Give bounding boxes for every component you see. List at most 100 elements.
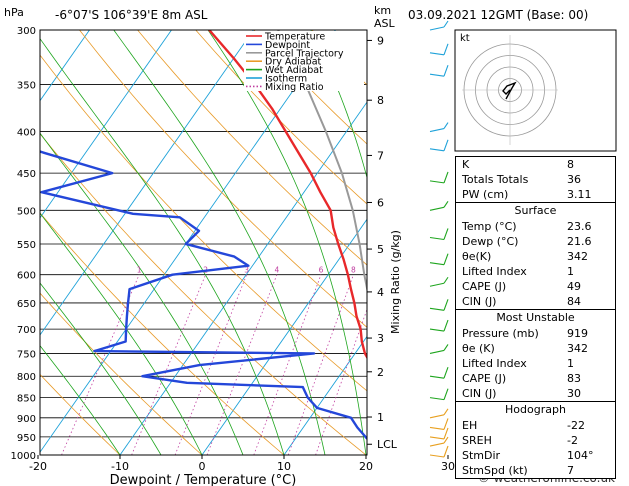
wind-barb-flag	[443, 139, 449, 151]
most-unstable-index-value: 342	[567, 342, 588, 355]
wind-barb	[429, 236, 445, 241]
surface-index-value: 1	[567, 265, 574, 278]
hodograph-frame	[454, 29, 617, 152]
surface-index-value: 21.6	[567, 235, 592, 248]
hodograph-trace	[502, 81, 517, 100]
temperature-tick-label: -20	[29, 460, 47, 473]
dry-adiabat-line	[40, 133, 367, 455]
surface-index-value: 49	[567, 280, 581, 293]
mixing-ratio-axis-title: Mixing Ratio (g/kg)	[389, 230, 402, 334]
wet-adiabat-line	[40, 212, 203, 455]
wet-adiabat-line	[408, 30, 448, 455]
wind-barb-flag	[443, 344, 449, 351]
wet-adiabat-line	[310, 30, 367, 180]
km-unit-label: km	[374, 4, 392, 17]
pressure-tick-label: 750	[17, 349, 36, 360]
temperature-tick-label: 30	[441, 460, 455, 473]
wind-barb-flag	[443, 276, 449, 284]
pressure-tick-label: 900	[17, 414, 36, 425]
plot-frame	[39, 29, 368, 456]
legend-label: Wet Adiabat	[265, 65, 323, 76]
hodograph-index-label: SREH	[462, 434, 492, 447]
pressure-tick-label: 850	[17, 394, 36, 405]
pressure-unit-label: hPa	[4, 6, 24, 19]
most-unstable-index-value: 919	[567, 327, 588, 340]
wind-barb-flag	[443, 408, 449, 416]
surface-index-label: Lifted Index	[462, 265, 527, 278]
mixing-ratio-label: 3	[244, 266, 249, 275]
pressure-tick-label: 950	[17, 433, 36, 444]
mixing-ratio-line	[61, 274, 140, 455]
wind-barb-flag	[443, 436, 449, 444]
dry-adiabat-line	[40, 212, 285, 455]
isotherm-line	[40, 30, 90, 102]
legend-label: Dry Adiabat	[265, 57, 322, 68]
basic-index-value: 8	[567, 158, 574, 171]
surface-index-value: 342	[567, 250, 588, 263]
wet-adiabat-line	[40, 344, 121, 455]
surface-index-row: Lifted Index 1	[456, 264, 615, 279]
wind-barb	[429, 52, 445, 56]
surface-index-label: CAPE (J)	[462, 280, 507, 293]
dewpoint-profile-line	[40, 150, 367, 441]
isotherm-line	[40, 30, 254, 336]
altitude-tick-label: 2	[377, 366, 384, 379]
most-unstable-index-value: 30	[567, 387, 581, 400]
hodograph-unit-label: kt	[460, 33, 470, 44]
wind-barb-flag	[443, 122, 449, 129]
wind-barb	[429, 206, 445, 211]
wind-barb-flag	[443, 171, 449, 184]
wind-barb	[429, 397, 445, 401]
pressure-tick-label: 350	[17, 80, 36, 91]
wind-barb	[429, 262, 445, 266]
wind-barb	[429, 282, 445, 287]
hodograph-index-label: StmDir	[462, 449, 501, 462]
parcel-trajectory-profile-line	[277, 30, 367, 294]
surface-index-row: Dewp (°C) 21.6	[456, 234, 615, 249]
isotherm-line	[0, 30, 8, 455]
wind-barb	[429, 128, 445, 133]
wind-barb	[429, 375, 445, 379]
temperature-tick-label: 0	[199, 460, 206, 473]
pressure-tick-label: 600	[17, 271, 36, 282]
indices-panel: K 8 Totals Totals 36 PW (cm) 3.11 Surface Tem…	[455, 156, 616, 479]
isotherm-line	[40, 30, 172, 219]
wet-adiabat-line	[207, 30, 367, 455]
datetime-label: 03.09.2021 12GMT (Base: 00)	[408, 8, 589, 22]
hodograph-index-row: EH -22	[456, 418, 615, 433]
wind-barb-flag	[443, 253, 449, 265]
wind-barb-flag	[443, 367, 449, 379]
dry-adiabat-line	[195, 30, 367, 205]
most-unstable-index-label: CIN (J)	[462, 387, 497, 400]
wind-barb	[429, 414, 445, 419]
legend-label: Isotherm	[265, 74, 307, 85]
wind-barb	[429, 148, 445, 152]
pressure-tick-label: 500	[17, 206, 36, 217]
wind-barb	[429, 307, 445, 311]
dry-adiabat-line	[79, 30, 367, 328]
wind-barb	[429, 442, 445, 447]
mixing-ratio-label: 8	[351, 266, 356, 275]
surface-index-row: θe(K) 342	[456, 249, 615, 264]
most-unstable-index-label: Pressure (mb)	[462, 327, 539, 340]
x-axis-title: Dewpoint / Temperature (°C)	[110, 473, 297, 486]
legend-label: Temperature	[264, 32, 325, 43]
most-unstable-index-row: CAPE (J) 83	[456, 371, 615, 386]
basic-index-label: K	[462, 158, 470, 171]
legend-label: Parcel Trajectory	[265, 48, 344, 59]
basic-index-label: Totals Totals	[462, 173, 529, 186]
hodograph-index-row: StmDir 104°	[456, 448, 615, 463]
wind-barb	[429, 26, 445, 31]
wet-adiabat-line	[40, 132, 244, 455]
hodograph: kt	[454, 29, 617, 152]
wind-barb	[429, 436, 445, 440]
wind-barb-flag	[443, 445, 449, 458]
hodograph-index-value: -22	[567, 419, 585, 432]
most-unstable-index-row: Lifted Index 1	[456, 356, 615, 371]
wind-barb-flag	[443, 418, 449, 430]
legend-label: Mixing Ratio	[265, 82, 324, 93]
mixing-ratio-label: 10	[374, 266, 384, 275]
hodograph-index-row: StmSpd (kt) 7	[456, 463, 615, 478]
